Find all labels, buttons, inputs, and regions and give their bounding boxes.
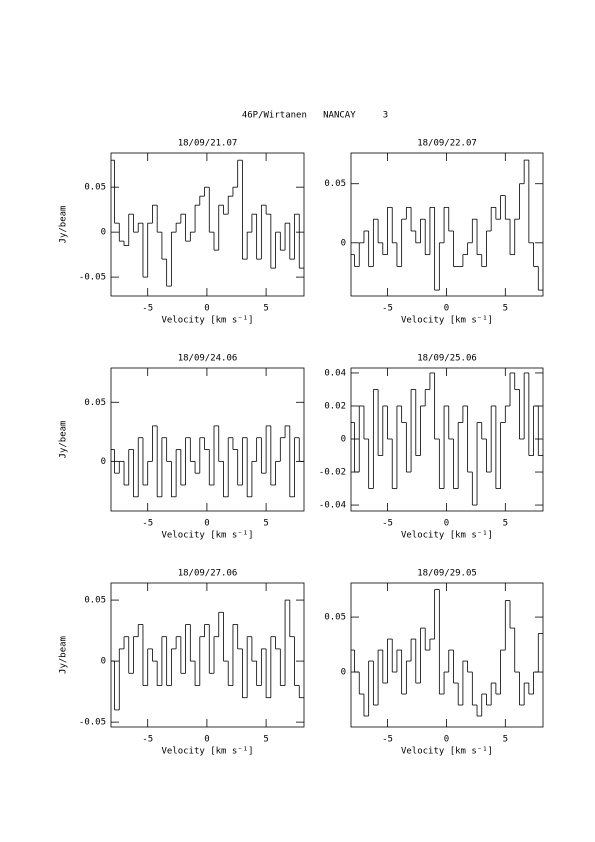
x-tick-label: -5	[142, 735, 153, 745]
y-axis-label: Jy/beam	[59, 206, 69, 244]
y-axis-label: Jy/beam	[59, 636, 69, 674]
y-tick-label: 0.05	[324, 613, 346, 623]
y-tick-label: -0.02	[319, 468, 346, 478]
x-axis-label: Velocity [km s⁻¹]	[401, 316, 493, 326]
x-tick-label: 0	[204, 519, 209, 529]
x-tick-label: 0	[444, 304, 449, 314]
y-tick-label: 0	[101, 657, 106, 667]
x-axis-label: Velocity [km s⁻¹]	[161, 747, 253, 757]
frame	[350, 367, 544, 512]
x-axis-label: Velocity [km s⁻¹]	[401, 531, 493, 541]
y-tick-label: 0.05	[84, 398, 106, 408]
x-tick-label: 5	[503, 304, 508, 314]
panel-title: 18/09/22.07	[417, 139, 477, 149]
x-tick-label: 0	[204, 735, 209, 745]
panel-title: 18/09/27.06	[178, 569, 238, 579]
x-tick-label: 5	[263, 304, 268, 314]
x-tick-label: -5	[142, 304, 153, 314]
spectrum	[111, 599, 304, 711]
spectrum	[351, 372, 543, 506]
y-axis-label: Jy/beam	[59, 421, 69, 459]
panel-title: 18/09/25.06	[417, 354, 477, 364]
y-tick-label: 0	[101, 228, 106, 238]
x-tick-label: 0	[444, 519, 449, 529]
y-tick-label: 0.05	[84, 183, 106, 193]
y-tick-label: 0.05	[84, 596, 106, 606]
y-tick-label: 0	[341, 238, 346, 248]
panel: 18/09/25.06 Velocity [km s⁻¹] -5 0 5 -0.04 -0.…	[319, 354, 544, 541]
step-connector	[114, 160, 300, 287]
step-connector	[354, 372, 539, 506]
y-tick-label: 0	[341, 668, 346, 678]
frame	[110, 367, 305, 512]
spectrum	[111, 159, 304, 287]
x-axis-label: Velocity [km s⁻¹]	[161, 531, 253, 541]
panel: 18/09/22.07 Velocity [km s⁻¹] -5 0 5 0 0.05	[324, 139, 544, 326]
step-connector	[354, 589, 539, 717]
frame	[110, 582, 305, 728]
y-tick-label: -0.05	[79, 718, 106, 728]
x-tick-label: 0	[444, 735, 449, 745]
panel-title: 18/09/21.07	[178, 139, 238, 149]
frame	[350, 152, 544, 297]
spectrum	[351, 589, 543, 717]
spectrum	[351, 159, 543, 291]
panel: 18/09/21.07 Velocity [km s⁻¹] Jy/beam -5 0 5 -…	[59, 139, 305, 326]
step-connector	[114, 600, 300, 710]
y-tick-label: -0.04	[319, 501, 346, 511]
frame	[110, 152, 305, 297]
x-tick-label: 5	[263, 519, 268, 529]
spectrum	[111, 425, 304, 498]
panel: 18/09/24.06 Velocity [km s⁻¹] Jy/beam -5 0 5 0…	[59, 354, 305, 541]
x-axis-label: Velocity [km s⁻¹]	[161, 316, 253, 326]
x-tick-label: 0	[204, 304, 209, 314]
x-tick-label: -5	[382, 735, 393, 745]
x-tick-label: -5	[382, 519, 393, 529]
y-tick-label: -0.05	[79, 273, 106, 283]
x-tick-label: 5	[503, 519, 508, 529]
x-tick-label: 5	[503, 735, 508, 745]
frame	[350, 582, 544, 728]
y-tick-label: 0	[101, 457, 106, 467]
panel-title: 18/09/29.05	[417, 569, 477, 579]
page-title: 46P/Wirtanen NANCAY 3	[242, 111, 388, 121]
panel-title: 18/09/24.06	[178, 354, 238, 364]
y-tick-label: 0.04	[324, 368, 346, 378]
x-tick-label: -5	[142, 519, 153, 529]
panel: 18/09/29.05 Velocity [km s⁻¹] -5 0 5 0 0.05	[324, 569, 544, 757]
y-tick-label: 0.02	[324, 401, 346, 411]
x-tick-label: 5	[263, 735, 268, 745]
y-tick-label: 0.05	[324, 179, 346, 189]
y-tick-label: 0	[341, 435, 346, 445]
panel: 18/09/27.06 Velocity [km s⁻¹] Jy/beam -5 0 5 -…	[59, 569, 305, 757]
step-connector	[114, 425, 300, 497]
x-axis-label: Velocity [km s⁻¹]	[401, 747, 493, 757]
x-tick-label: -5	[382, 304, 393, 314]
